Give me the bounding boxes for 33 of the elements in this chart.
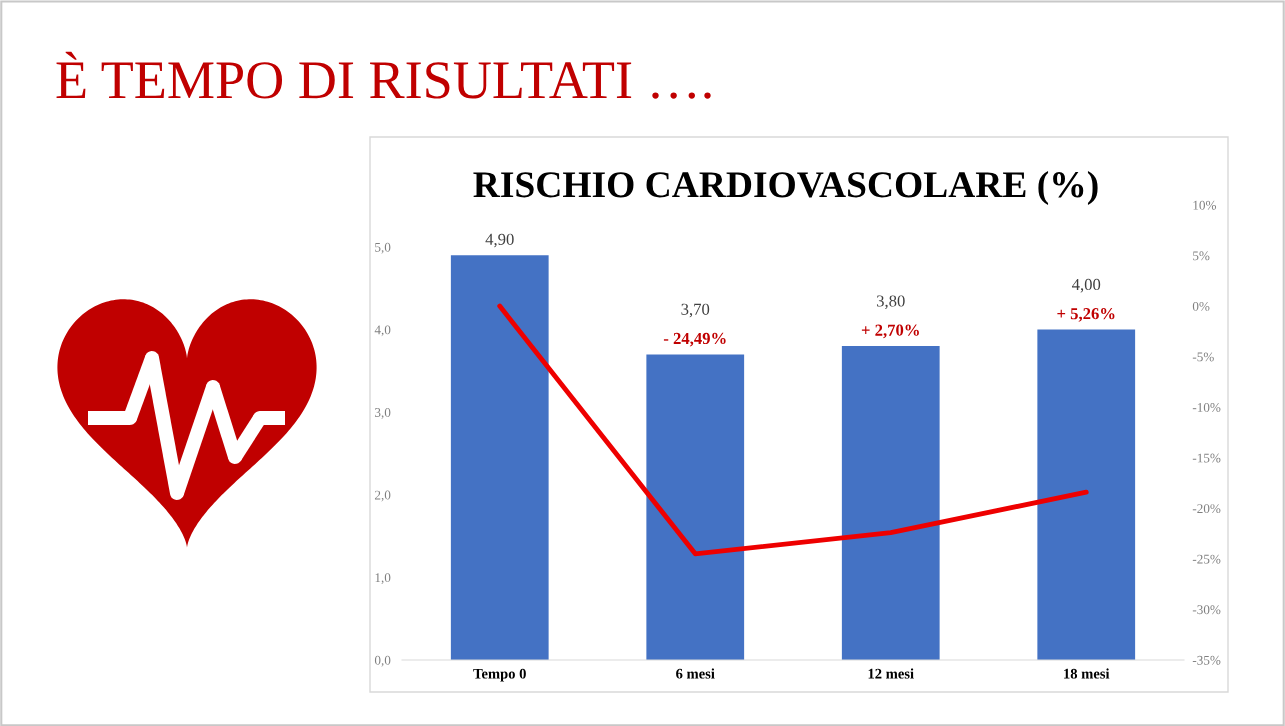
x-tick-label: 12 mesi bbox=[868, 668, 914, 679]
y2-tick-label: 0% bbox=[1192, 301, 1210, 311]
data-label: 4,00 bbox=[1071, 278, 1101, 293]
y-tick-label: 3,0 bbox=[375, 408, 391, 419]
y-tick-label: 0,0 bbox=[374, 655, 391, 667]
bar bbox=[646, 354, 745, 660]
y2-tick-label: 5% bbox=[1193, 251, 1210, 261]
bar bbox=[450, 255, 549, 660]
bar bbox=[1037, 329, 1136, 660]
data-label: 3,80 bbox=[876, 295, 905, 310]
y-tick-label: 4,0 bbox=[374, 325, 391, 337]
y2-tick-label: 10% bbox=[1193, 200, 1217, 210]
y2-tick-label: -30% bbox=[1192, 605, 1221, 615]
data-label: 3,70 bbox=[681, 303, 710, 318]
data-label: 4,90 bbox=[485, 233, 514, 248]
x-tick-label: 6 mesi bbox=[676, 668, 715, 679]
y2-tick-label: -15% bbox=[1192, 453, 1221, 463]
bar bbox=[841, 346, 940, 660]
y2-tick-label: -5% bbox=[1192, 352, 1214, 362]
chart-title: RISCHIO CARDIOVASCOLARE (%) bbox=[473, 171, 1098, 205]
y2-tick-label: -35% bbox=[1192, 655, 1221, 665]
text: È TEMPO DI RISULTATI …. bbox=[56, 51, 711, 99]
x-tick-label: 18 mesi bbox=[1064, 668, 1110, 679]
x-tick-label: Tempo 0 bbox=[473, 668, 526, 682]
y2-tick-label: -20% bbox=[1192, 504, 1221, 514]
y-tick-label: 5,0 bbox=[375, 242, 391, 254]
annotation: + 5,26% bbox=[1057, 308, 1115, 322]
annotation: + 2,70% bbox=[861, 324, 919, 339]
y-tick-label: 2,0 bbox=[374, 490, 391, 502]
y2-tick-label: -25% bbox=[1192, 554, 1221, 564]
y2-tick-label: -10% bbox=[1192, 403, 1221, 412]
y-tick-label: 1,0 bbox=[375, 573, 391, 585]
annotation: - 24,49% bbox=[663, 332, 726, 347]
